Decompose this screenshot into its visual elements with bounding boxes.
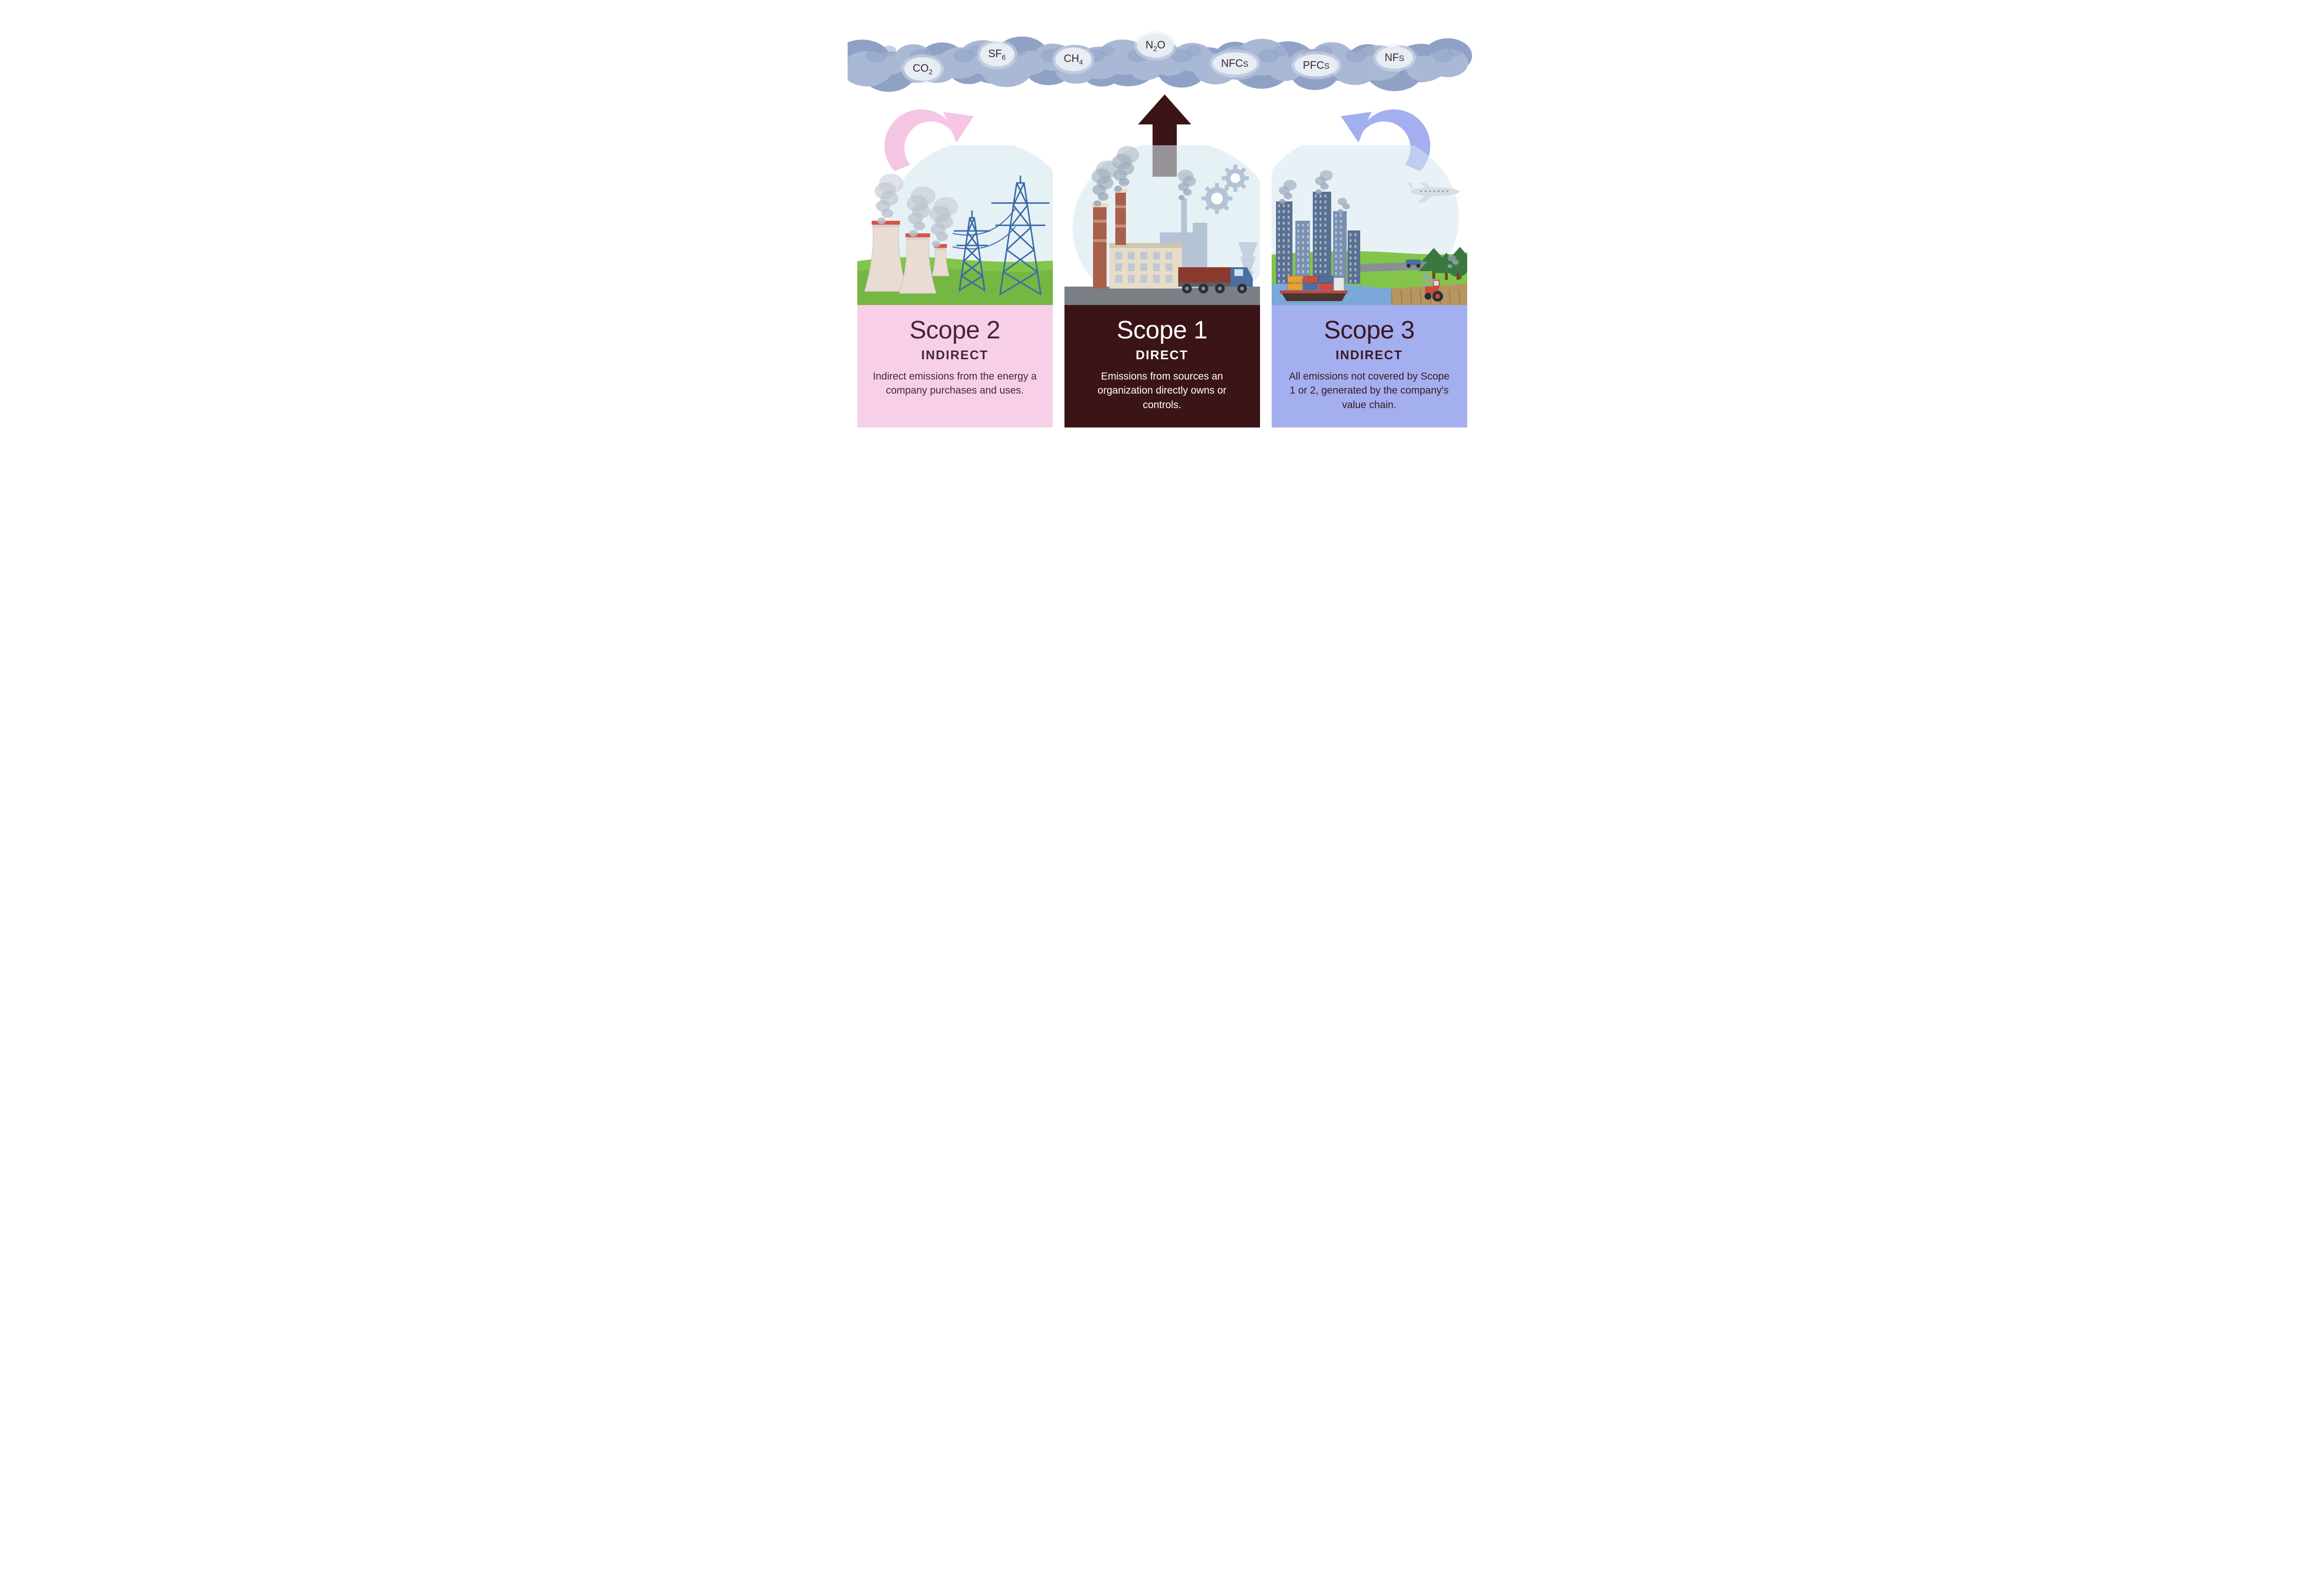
scene-scope3 — [1272, 145, 1467, 305]
scope3-subtitle: INDIRECT — [1285, 348, 1454, 363]
scene-scope1 — [1064, 145, 1260, 305]
scope1-subtitle: DIRECT — [1078, 348, 1246, 363]
emissions-scopes-infographic: CO2SF6CH4N2ONFCSPFCSNFS — [848, 10, 1477, 436]
scope2-subtitle: INDIRECT — [871, 348, 1039, 363]
gas-label-nf: NFS — [1376, 46, 1413, 69]
scope2-desc: Indirect emissions from the energy a com… — [871, 369, 1039, 398]
panel-scope3: Scope 3 INDIRECT All emissions not cover… — [1272, 305, 1467, 427]
gas-label-nfc: NFCS — [1213, 52, 1257, 75]
scene-scope2 — [857, 145, 1053, 305]
cloud-band: CO2SF6CH4N2ONFCSPFCSNFS — [848, 19, 1477, 97]
scope3-desc: All emissions not covered by Scope 1 or … — [1285, 369, 1454, 412]
scope1-title: Scope 1 — [1078, 316, 1246, 345]
scene-row — [857, 145, 1467, 305]
panel-scope2: Scope 2 INDIRECT Indirect emissions from… — [857, 305, 1053, 427]
scope1-desc: Emissions from sources an organization d… — [1078, 369, 1246, 412]
scope3-title: Scope 3 — [1285, 316, 1454, 345]
text-panel-row: Scope 2 INDIRECT Indirect emissions from… — [857, 305, 1467, 427]
gas-label-sf: SF6 — [980, 43, 1015, 66]
scope2-title: Scope 2 — [871, 316, 1039, 345]
gas-label-pfc: PFCS — [1294, 54, 1338, 76]
panel-scope1: Scope 1 DIRECT Emissions from sources an… — [1064, 305, 1260, 427]
